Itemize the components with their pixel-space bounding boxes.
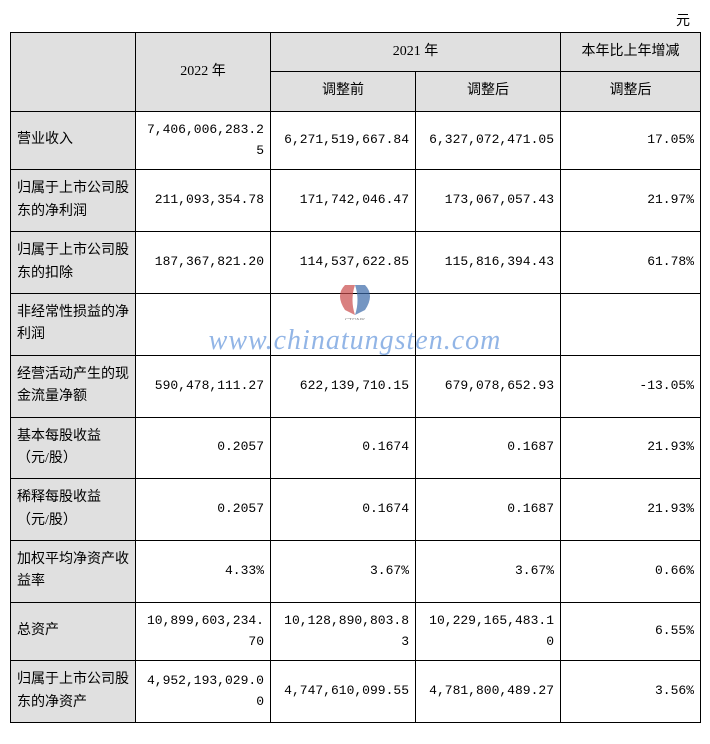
cell-value: 21.93% [561,417,701,479]
header-2022: 2022 年 [136,33,271,112]
cell-value: 171,742,046.47 [271,170,416,232]
cell-value: 10,229,165,483.10 [416,602,561,661]
cell-value: 6,327,072,471.05 [416,111,561,170]
row-label: 稀释每股收益（元/股） [11,479,136,541]
cell-value: 3.56% [561,661,701,723]
table-row: 营业收入7,406,006,283.256,271,519,667.846,32… [11,111,701,170]
row-label: 非经常性损益的净利润 [11,293,136,355]
cell-value: 622,139,710.15 [271,355,416,417]
cell-value: 0.1674 [271,417,416,479]
row-label: 归属于上市公司股东的净资产 [11,661,136,723]
header-post: 调整后 [416,72,561,111]
table-body: 营业收入7,406,006,283.256,271,519,667.846,32… [11,111,701,722]
header-change: 本年比上年增减 [561,33,701,72]
cell-value: 114,537,622.85 [271,232,416,294]
cell-value: 0.1687 [416,479,561,541]
cell-value: 4,952,193,029.00 [136,661,271,723]
row-label: 归属于上市公司股东的扣除 [11,232,136,294]
cell-value: 590,478,111.27 [136,355,271,417]
cell-value [416,293,561,355]
table-row: 稀释每股收益（元/股）0.20570.16740.168721.93% [11,479,701,541]
header-change-sub: 调整后 [561,72,701,111]
financial-table: 2022 年 2021 年 本年比上年增减 调整前 调整后 调整后 营业收入7,… [10,32,701,723]
cell-value: 4,747,610,099.55 [271,661,416,723]
cell-value [271,293,416,355]
cell-value: 211,093,354.78 [136,170,271,232]
row-label: 经营活动产生的现金流量净额 [11,355,136,417]
header-pre: 调整前 [271,72,416,111]
cell-value: 6,271,519,667.84 [271,111,416,170]
header-row-1: 2022 年 2021 年 本年比上年增减 [11,33,701,72]
table-row: 总资产10,899,603,234.7010,128,890,803.8310,… [11,602,701,661]
row-label: 基本每股收益（元/股） [11,417,136,479]
cell-value: 17.05% [561,111,701,170]
header-blank [11,33,136,112]
table-row: 归属于上市公司股东的扣除187,367,821.20114,537,622.85… [11,232,701,294]
cell-value: 3.67% [416,541,561,603]
cell-value: 0.1687 [416,417,561,479]
table-row: 非经常性损益的净利润 [11,293,701,355]
cell-value: 0.1674 [271,479,416,541]
cell-value: 4,781,800,489.27 [416,661,561,723]
header-2021: 2021 年 [271,33,561,72]
cell-value: 7,406,006,283.25 [136,111,271,170]
cell-value: 21.93% [561,479,701,541]
table-row: 归属于上市公司股东的净利润211,093,354.78171,742,046.4… [11,170,701,232]
table-row: 经营活动产生的现金流量净额590,478,111.27622,139,710.1… [11,355,701,417]
cell-value: -13.05% [561,355,701,417]
cell-value: 187,367,821.20 [136,232,271,294]
cell-value [136,293,271,355]
cell-value: 0.66% [561,541,701,603]
cell-value: 21.97% [561,170,701,232]
cell-value: 3.67% [271,541,416,603]
cell-value: 6.55% [561,602,701,661]
cell-value [561,293,701,355]
cell-value: 0.2057 [136,479,271,541]
cell-value: 10,128,890,803.83 [271,602,416,661]
cell-value: 0.2057 [136,417,271,479]
row-label: 加权平均净资产收益率 [11,541,136,603]
cell-value: 173,067,057.43 [416,170,561,232]
cell-value: 115,816,394.43 [416,232,561,294]
table-row: 基本每股收益（元/股）0.20570.16740.168721.93% [11,417,701,479]
row-label: 总资产 [11,602,136,661]
cell-value: 679,078,652.93 [416,355,561,417]
row-label: 归属于上市公司股东的净利润 [11,170,136,232]
table-row: 加权平均净资产收益率4.33%3.67%3.67%0.66% [11,541,701,603]
table-row: 归属于上市公司股东的净资产4,952,193,029.004,747,610,0… [11,661,701,723]
cell-value: 10,899,603,234.70 [136,602,271,661]
cell-value: 4.33% [136,541,271,603]
unit-label: 元 [10,10,700,30]
row-label: 营业收入 [11,111,136,170]
cell-value: 61.78% [561,232,701,294]
